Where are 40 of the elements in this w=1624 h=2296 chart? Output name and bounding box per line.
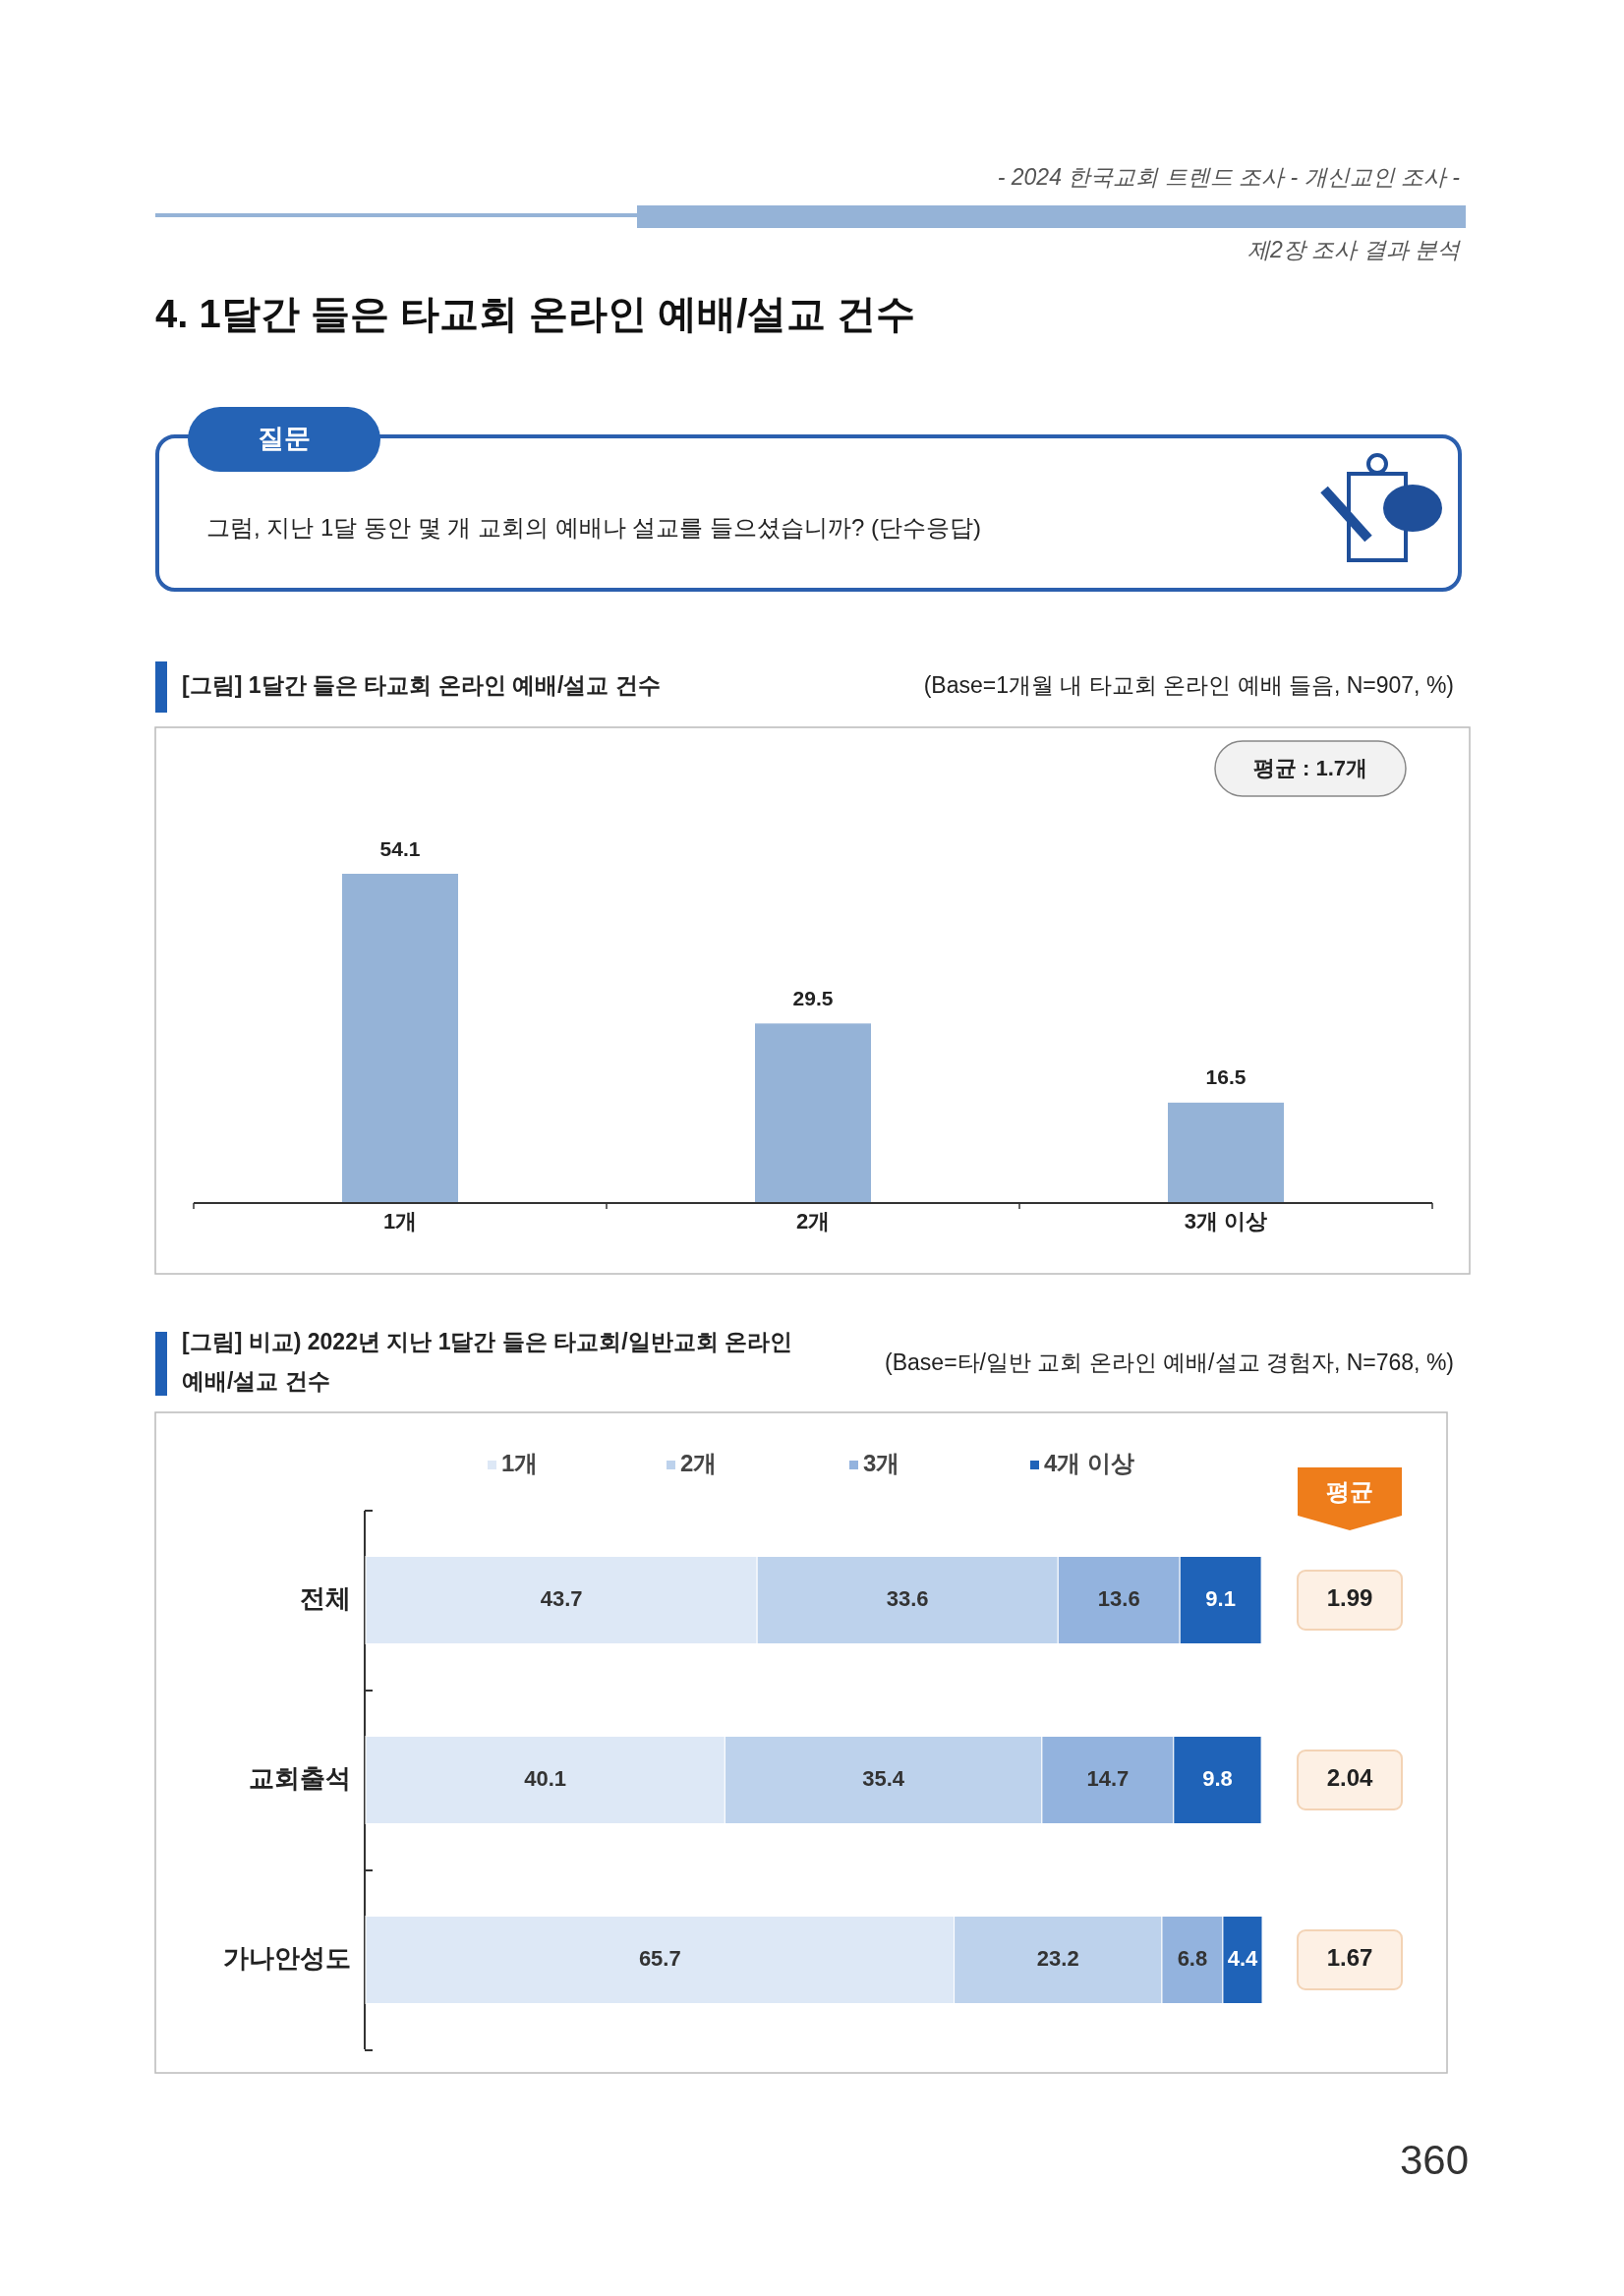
- data-label: 4.4: [1227, 1945, 1259, 1971]
- chart-subtitle: (Base=1개월 내 타교회 온라인 예배 들음, N=907, %): [923, 672, 1454, 699]
- text: 평균 : 1.7개: [1252, 755, 1368, 780]
- data-label: 29.5: [792, 986, 834, 1009]
- y-tick-label: 가나안성도: [223, 1942, 351, 1973]
- text: 평균: [1326, 1478, 1373, 1506]
- data-label: 16.5: [1205, 1065, 1247, 1089]
- data-label: 54.1: [379, 836, 421, 860]
- text: 그럼, 지난 1달 동안 몇 개 교회의 예배나 설교를 들으셨습니까? (단수응답): [206, 514, 982, 542]
- text: 제2장 조사 결과 분석: [1247, 237, 1461, 263]
- chart-title: [그림] 1달간 들은 타교회 온라인 예배/설교 건수: [182, 672, 661, 699]
- data-label: 43.7: [540, 1585, 583, 1611]
- data-label: 9.1: [1205, 1585, 1236, 1611]
- legend-label: 1개: [501, 1450, 539, 1477]
- text: 1.67: [1326, 1944, 1373, 1972]
- data-label: 23.2: [1036, 1945, 1079, 1971]
- x-tick-label: 1개: [382, 1208, 418, 1234]
- data-label: 40.1: [524, 1765, 567, 1791]
- y-tick-label: 교회출석: [249, 1762, 351, 1793]
- legend-label: 4개 이상: [1044, 1450, 1135, 1477]
- text: 2.04: [1326, 1764, 1373, 1792]
- text: 360: [1399, 2137, 1469, 2184]
- x-tick-label: 3개 이상: [1184, 1208, 1268, 1234]
- chart-title: [그림] 비교) 2022년 지난 1달간 들은 타교회/일반교회 온라인 예배/설교 건수: [182, 1329, 793, 1395]
- data-label: 35.4: [862, 1765, 905, 1791]
- legend-label: 2개: [680, 1450, 718, 1477]
- legend-label: 3개: [863, 1450, 900, 1477]
- x-tick-label: 2개: [795, 1208, 831, 1234]
- chart-subtitle: (Base=타/일반 교회 온라인 예배/설교 경험자, N=768, %): [885, 1349, 1454, 1376]
- data-label: 33.6: [886, 1585, 929, 1611]
- text: 질문: [258, 424, 311, 454]
- text: 4. 1달간 들은 타교회 온라인 예배/설교 건수: [155, 291, 916, 335]
- data-label: 65.7: [638, 1945, 681, 1971]
- y-tick-label: 전체: [300, 1582, 351, 1613]
- data-label: 13.6: [1097, 1585, 1140, 1611]
- text: 1.99: [1326, 1584, 1373, 1612]
- text: - 2024 한국교회 트렌드 조사 - 개신교인 조사 -: [997, 164, 1461, 191]
- data-label: 14.7: [1086, 1765, 1130, 1791]
- data-label: 9.8: [1202, 1765, 1233, 1791]
- data-label: 6.8: [1177, 1945, 1208, 1971]
